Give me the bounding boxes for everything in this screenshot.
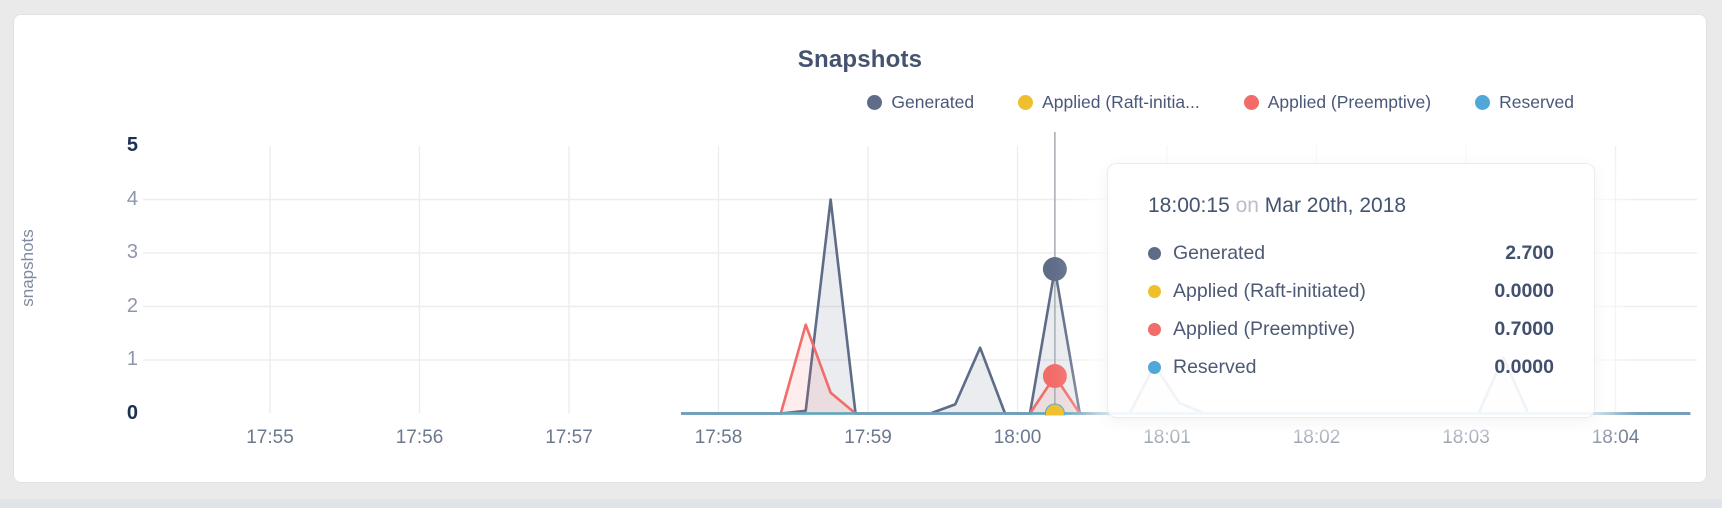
hover-dot-Generated [1042,257,1067,282]
tooltip-row: Reserved 0.0000 [1148,348,1554,386]
chart-legend: Generated Applied (Raft-initia... Applied … [867,92,1574,113]
tooltip-date: Mar 20th, 2018 [1264,194,1407,217]
tooltip-rows: Generated 2.700 Applied (Raft-initiated) 0.… [1148,234,1554,386]
tooltip-time: 18:00:15 [1148,194,1230,217]
tooltip-row: Applied (Preemptive) 0.7000 [1148,310,1554,348]
legend-item-3[interactable]: Reserved [1475,92,1574,113]
tooltip-series-label: Applied (Raft-initiated) [1173,279,1366,302]
y-tick-label: 4 [126,187,138,210]
tooltip-series-value: 0.0000 [1494,355,1554,378]
x-tick-label: 17:59 [844,427,892,448]
hover-dot-Applied (Raft-initiated) [1045,404,1064,416]
x-tick-label: 17:56 [395,427,444,448]
legend-dot-icon [867,95,883,110]
tooltip-row: Generated 2.700 [1148,234,1554,272]
y-tick-label: 2 [126,294,138,317]
legend-dot-icon [1243,95,1259,110]
tooltip-series-value: 0.7000 [1494,317,1554,340]
x-tick-label: 18:04 [1591,427,1640,448]
x-tick-label: 17:55 [246,427,294,448]
tooltip-series-dot-icon [1148,284,1161,298]
x-tick-label: 18:01 [1143,427,1191,448]
legend-label: Applied (Raft-initia... [1042,92,1200,112]
tooltip-series-label: Applied (Preemptive) [1173,317,1356,340]
legend-item-2[interactable]: Applied (Preemptive) [1243,92,1432,113]
hover-dot-Applied (Preemptive) [1042,364,1067,389]
legend-label: Applied (Preemptive) [1267,92,1432,112]
legend-item-0[interactable]: Generated [867,92,974,113]
x-tick-label: 18:02 [1292,427,1341,448]
legend-dot-icon [1018,95,1034,110]
x-tick-label: 17:58 [694,427,743,448]
tooltip-series-label: Generated [1173,241,1266,264]
tooltip-series-label: Reserved [1173,355,1257,378]
chart-title: Snapshots [797,46,923,73]
legend-dot-icon [1475,95,1491,110]
tooltip-series-value: 2.700 [1505,241,1554,264]
legend-item-1[interactable]: Applied (Raft-initia... [1018,92,1200,113]
tooltip-series-dot-icon [1148,360,1161,374]
next-section-edge [0,499,1722,508]
y-tick-label: 3 [126,241,138,263]
legend-label: Reserved [1499,92,1574,112]
hover-tooltip: 18:00:15 on Mar 20th, 2018 Generated 2.70… [1107,163,1595,418]
x-tick-label: 18:00 [993,427,1042,448]
tooltip-series-dot-icon [1148,322,1161,336]
tooltip-series-value: 0.0000 [1494,279,1554,302]
tooltip-conjunction: on [1235,194,1259,217]
y-tick-label: 0 [126,401,138,424]
y-tick-label: 1 [126,348,138,370]
y-tick-label: 5 [126,134,138,156]
tooltip-row: Applied (Raft-initiated) 0.0000 [1148,272,1554,310]
legend-label: Generated [891,92,975,112]
tooltip-title: 18:00:15 on Mar 20th, 2018 [1148,194,1554,218]
x-tick-label: 17:57 [545,427,593,448]
tooltip-series-dot-icon [1148,246,1161,260]
x-tick-label: 18:03 [1442,427,1490,448]
